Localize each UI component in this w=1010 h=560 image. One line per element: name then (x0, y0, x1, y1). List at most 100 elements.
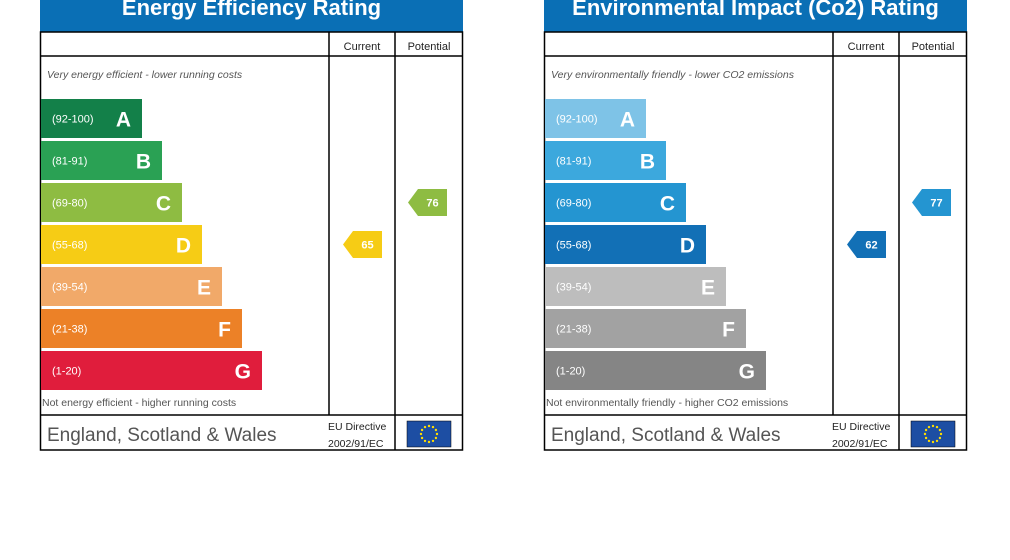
bottom-note: Not energy efficient - higher running co… (42, 397, 236, 409)
band-bar (41, 351, 262, 390)
eu-flag-star (427, 440, 431, 444)
rating-band-f: (21-38) F (41, 309, 242, 348)
eu-flag-star (931, 440, 935, 444)
rating-band-d: (55-68) D (545, 225, 706, 264)
eu-flag-star (420, 436, 424, 440)
eu-flag-star (423, 439, 427, 443)
eu-flag-star (939, 432, 943, 436)
rating-band-g: (1-20) G (41, 351, 262, 390)
band-range-label: (1-20) (52, 366, 81, 378)
epc-panel-environmental: Environmental Impact (Co2) Rating Current… (543, 0, 968, 451)
band-bar (41, 183, 182, 222)
eu-flag-icon (406, 420, 452, 448)
rating-value: 65 (361, 240, 373, 252)
band-letter: D (176, 235, 191, 258)
band-bar (41, 267, 222, 306)
band-bar (545, 351, 766, 390)
band-letter: A (620, 109, 635, 132)
chart-frame (543, 31, 968, 451)
rating-band-c: (69-80) C (41, 183, 182, 222)
footer-directive-line2: 2002/91/EC (832, 438, 888, 450)
current-column-header: Current (344, 41, 381, 53)
band-range-label: (21-38) (52, 324, 87, 336)
top-note: Very energy efficient - lower running co… (47, 69, 243, 81)
footer-region: England, Scotland & Wales (47, 425, 277, 446)
band-range-label: (92-100) (52, 114, 94, 126)
rating-arrow-shape (408, 189, 447, 216)
eu-flag-star (924, 436, 928, 440)
band-range-label: (92-100) (556, 114, 598, 126)
band-bar (545, 309, 746, 348)
band-bar (41, 99, 142, 138)
eu-flag-star (927, 425, 931, 429)
potential-rating-arrow: 76 (408, 189, 447, 216)
rating-band-b: (81-91) B (41, 141, 162, 180)
eu-flag-star (924, 428, 928, 432)
eu-flag-star (434, 428, 438, 432)
band-range-label: (55-68) (556, 240, 591, 252)
current-rating-arrow: 65 (343, 231, 382, 258)
band-letter: B (640, 151, 655, 174)
rating-arrow-shape (847, 231, 886, 258)
potential-rating-arrow: 77 (912, 189, 951, 216)
rating-band-b: (81-91) B (545, 141, 666, 180)
eu-flag-star (420, 428, 424, 432)
band-bar (545, 141, 666, 180)
band-letter: B (136, 151, 151, 174)
eu-flag-star (927, 439, 931, 443)
eu-flag-star (938, 436, 942, 440)
rating-band-c: (69-80) C (545, 183, 686, 222)
band-bar (41, 141, 162, 180)
band-bar (41, 309, 242, 348)
band-bar (545, 225, 706, 264)
eu-flag-star (423, 425, 427, 429)
band-letter: C (660, 193, 675, 216)
band-range-label: (81-91) (52, 156, 87, 168)
band-range-label: (81-91) (556, 156, 591, 168)
band-letter: E (701, 277, 715, 300)
band-range-label: (39-54) (556, 282, 591, 294)
band-bar (545, 267, 726, 306)
footer-directive-line1: EU Directive (832, 421, 891, 433)
rating-band-a: (92-100) A (545, 99, 646, 138)
footer-directive-line2: 2002/91/EC (328, 438, 384, 450)
current-rating-arrow: 62 (847, 231, 886, 258)
band-letter: F (722, 319, 735, 342)
eu-flag-star (935, 425, 939, 429)
band-bar (41, 225, 202, 264)
bottom-note: Not environmentally friendly - higher CO… (546, 397, 788, 409)
band-range-label: (69-80) (52, 198, 87, 210)
rating-arrow-shape (912, 189, 951, 216)
eu-flag-star (935, 439, 939, 443)
chart-title: Environmental Impact (Co2) Rating (572, 0, 939, 20)
rating-band-g: (1-20) G (545, 351, 766, 390)
band-letter: G (235, 361, 251, 384)
rating-band-e: (39-54) E (41, 267, 222, 306)
potential-column-header: Potential (408, 41, 451, 53)
rating-value: 62 (865, 240, 877, 252)
eu-flag-star (923, 432, 927, 436)
band-range-label: (69-80) (556, 198, 591, 210)
eu-flag-star (434, 436, 438, 440)
band-letter: G (739, 361, 755, 384)
rating-value: 77 (930, 198, 942, 210)
eu-flag-star (419, 432, 423, 436)
current-column-header: Current (848, 41, 885, 53)
epc-panel-energy: Energy Efficiency Rating Current Potential… (39, 0, 464, 451)
footer-region: England, Scotland & Wales (551, 425, 781, 446)
eu-flag-star (427, 424, 431, 428)
title-banner (544, 0, 967, 32)
eu-flag-star (431, 425, 435, 429)
footer-directive-line1: EU Directive (328, 421, 387, 433)
band-letter: E (197, 277, 211, 300)
eu-flag-star (431, 439, 435, 443)
chart-frame (39, 31, 464, 451)
band-bar (545, 183, 686, 222)
band-letter: C (156, 193, 171, 216)
band-range-label: (55-68) (52, 240, 87, 252)
rating-band-d: (55-68) D (41, 225, 202, 264)
band-letter: F (218, 319, 231, 342)
eu-flag-star (931, 424, 935, 428)
chart-title: Energy Efficiency Rating (122, 0, 381, 20)
